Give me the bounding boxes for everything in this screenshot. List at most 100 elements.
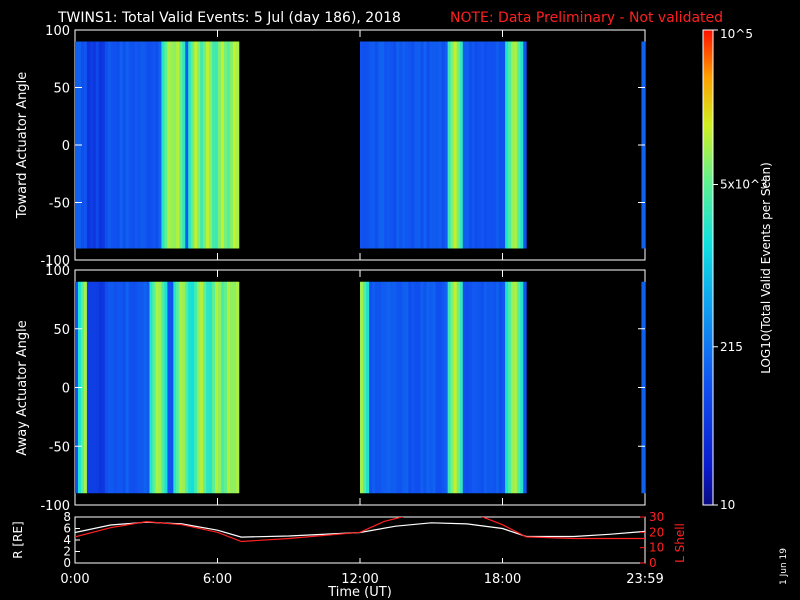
heatmap-column xyxy=(113,281,118,494)
heatmap-column xyxy=(496,281,500,494)
date-stamp: 1 Jun 19 xyxy=(779,548,789,585)
heatmap-column xyxy=(477,41,482,249)
heatmap-column xyxy=(444,41,449,249)
toward-actuator-panel: 100 50 0 -50 -100 Toward Actuator Angle xyxy=(15,24,646,269)
heatmap-column xyxy=(188,41,192,249)
heatmap-column xyxy=(110,281,115,494)
heatmap-column xyxy=(363,41,367,249)
heatmap-column xyxy=(92,41,97,249)
heatmap-column xyxy=(447,41,452,249)
heatmap-column xyxy=(83,281,88,494)
heatmap-column xyxy=(514,281,518,494)
heatmap-column xyxy=(179,281,183,494)
lshell-tick-label: 20 xyxy=(649,525,664,539)
heatmap-column xyxy=(414,281,418,494)
away-actuator-panel: 100 50 0 -50 -100 Away Actuator Angle xyxy=(15,264,646,514)
y-tick-label: 50 xyxy=(53,82,70,97)
heatmap-column xyxy=(489,41,494,249)
heatmap-column xyxy=(511,281,515,494)
heatmap-column xyxy=(432,281,436,494)
heatmap-column xyxy=(447,281,452,494)
heatmap-column xyxy=(194,281,198,494)
heatmap-column xyxy=(420,281,424,494)
x-tick-label: 0:00 xyxy=(60,572,89,587)
heatmap-column xyxy=(95,41,100,249)
heatmap-column xyxy=(417,281,421,494)
heatmap-column xyxy=(98,41,103,249)
heatmap-column xyxy=(505,41,509,249)
heatmap-column xyxy=(215,281,219,494)
heatmap-column xyxy=(158,281,162,494)
heatmap-column xyxy=(134,281,138,494)
heatmap-column xyxy=(438,41,443,249)
heatmap-column xyxy=(435,41,439,249)
heatmap-column xyxy=(468,41,473,249)
heatmap-column xyxy=(453,281,458,494)
heatmap-column xyxy=(104,41,109,249)
y-tick-label: -100 xyxy=(40,254,70,269)
colorbar-tick-label: 215 xyxy=(720,340,743,354)
heatmap-column xyxy=(212,281,216,494)
y-tick-label: -50 xyxy=(49,440,70,455)
heatmap-column xyxy=(508,41,512,249)
heatmap-column xyxy=(197,41,201,249)
heatmap-column xyxy=(229,41,234,249)
heatmap-column xyxy=(360,281,364,494)
heatmap-column xyxy=(493,41,497,249)
heatmap-column xyxy=(441,41,446,249)
heatmap-column xyxy=(137,41,141,249)
colorbar-ticks: 10 215 5x10^3 10^5 xyxy=(713,27,768,512)
lshell-tick-label: 10 xyxy=(649,541,664,555)
heatmap-column xyxy=(226,41,231,249)
heatmap-column xyxy=(95,281,100,494)
heatmap-column xyxy=(203,281,207,494)
heatmap-column xyxy=(226,281,231,494)
x-tick-label: 12:00 xyxy=(341,572,378,587)
heatmap-column xyxy=(161,41,165,249)
heatmap-column xyxy=(170,281,174,494)
heatmap-column xyxy=(218,281,222,494)
heatmap-column xyxy=(462,41,467,249)
heatmap-column xyxy=(125,41,130,249)
heatmap-column xyxy=(200,281,204,494)
heatmap-column xyxy=(218,41,222,249)
heatmap-column xyxy=(508,281,512,494)
heatmap-column xyxy=(116,41,121,249)
heatmap-column xyxy=(125,281,130,494)
heatmap-column xyxy=(164,41,168,249)
heatmap-column xyxy=(232,41,237,249)
heatmap-column xyxy=(441,281,446,494)
heatmap-column xyxy=(468,281,473,494)
heatmap-column xyxy=(462,281,467,494)
heatmap-column xyxy=(92,281,97,494)
heatmap-column xyxy=(209,281,213,494)
heatmap-column xyxy=(122,281,127,494)
heatmap-column xyxy=(107,281,112,494)
heatmap-column xyxy=(191,41,195,249)
heatmap-column xyxy=(459,281,464,494)
heatmap-column xyxy=(86,281,91,494)
heatmap-column xyxy=(173,41,177,249)
colorbar: 10 215 5x10^3 10^5 LOG10(Total Valid Events… xyxy=(702,27,773,512)
y-tick-label: 100 xyxy=(45,24,70,39)
heatmap-column xyxy=(149,41,153,249)
heatmap-column xyxy=(191,281,195,494)
heatmap-column xyxy=(149,281,153,494)
heatmap-column xyxy=(411,41,415,249)
colorbar-tick-label: 10 xyxy=(720,498,735,512)
heatmap-column xyxy=(360,41,364,249)
heatmap-column xyxy=(465,41,470,249)
y-tick-label: 50 xyxy=(53,323,70,338)
heatmap-column xyxy=(486,41,491,249)
heatmap-column xyxy=(369,281,373,494)
heatmap-column xyxy=(134,41,138,249)
heatmap-column xyxy=(496,41,500,249)
colorbar-tick-label: 5x10^3 xyxy=(720,177,768,191)
heatmap-column xyxy=(480,41,485,249)
heatmap-column xyxy=(520,41,524,249)
heatmap-column xyxy=(477,281,482,494)
heatmap-column xyxy=(176,281,180,494)
y-tick-label: 0 xyxy=(62,139,70,154)
heatmap-column xyxy=(143,281,147,494)
r-tick-label: 6 xyxy=(63,522,71,536)
